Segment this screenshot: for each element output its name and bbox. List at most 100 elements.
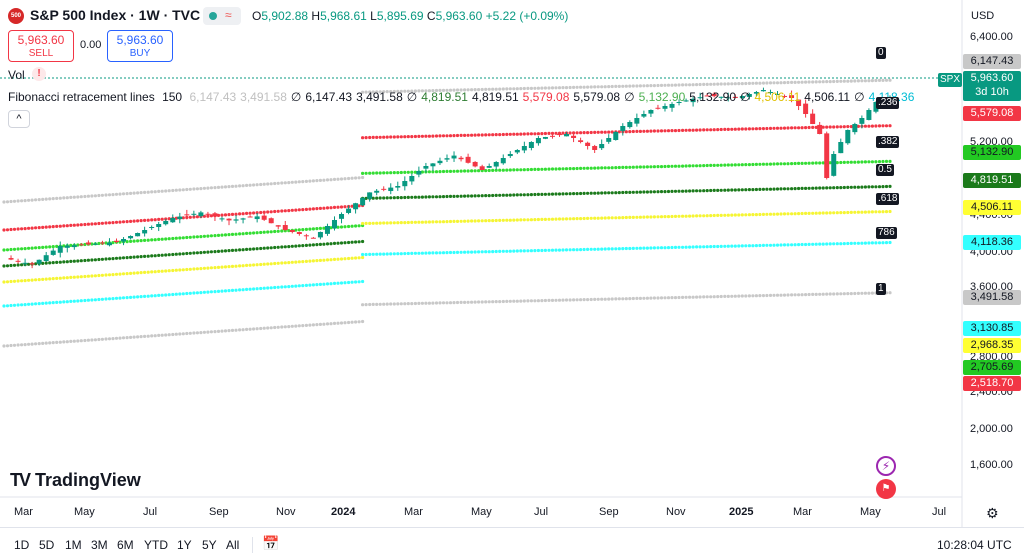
fib-dot-.382 xyxy=(656,165,660,169)
range-button-5y[interactable]: 5Y xyxy=(202,538,217,552)
fib-dot-786 xyxy=(723,244,727,248)
fib-dot-0 xyxy=(568,85,572,90)
fib-dot-.382 xyxy=(723,163,727,167)
collapse-legend-button[interactable]: ^ xyxy=(8,110,30,128)
fib-dot-1 xyxy=(248,327,252,331)
fib-dot-0 xyxy=(438,88,442,92)
price-chart[interactable] xyxy=(0,0,1024,527)
fib-value: ∅ xyxy=(290,90,302,104)
fib-dot-.236 xyxy=(702,128,706,132)
close-value: 5,963.60 xyxy=(435,9,483,23)
fib-dot-0.5 xyxy=(399,196,403,200)
sell-button[interactable]: 5,963.60 SELL xyxy=(8,30,74,62)
fib-dot-.382 xyxy=(30,246,34,250)
candle-body xyxy=(254,216,260,220)
fib-dot-.618 xyxy=(586,216,590,220)
fib-dot-.236 xyxy=(870,124,875,128)
candle-body xyxy=(142,230,148,234)
fib-dot-.618 xyxy=(768,212,773,216)
fib-dot-1 xyxy=(318,322,322,326)
fib-dot-.236 xyxy=(884,124,889,128)
fib-dot-0 xyxy=(111,193,115,197)
fib-dot-786 xyxy=(132,295,136,299)
fib-dot-0 xyxy=(396,89,400,93)
fib-dot-1 xyxy=(65,340,69,344)
fib-dot-.236 xyxy=(361,136,365,140)
fib-dot-1 xyxy=(807,292,811,297)
buy-button[interactable]: 5,963.60 BUY xyxy=(107,30,173,62)
range-button-3m[interactable]: 3M xyxy=(91,538,108,552)
visibility-toggle[interactable]: ≈ xyxy=(203,7,241,25)
range-button-1y[interactable]: 1Y xyxy=(177,538,192,552)
fib-dot-.236 xyxy=(287,209,291,213)
fib-dot-1 xyxy=(782,293,787,297)
clock[interactable]: 10:28:04 UTC xyxy=(937,538,1012,552)
fib-dot-.236 xyxy=(129,219,133,223)
candle-body xyxy=(381,188,387,190)
range-button-ytd[interactable]: YTD xyxy=(144,538,168,552)
fib-dot-0.5 xyxy=(160,253,164,257)
fib-dot-0.5 xyxy=(635,190,639,194)
candle-body xyxy=(395,186,401,188)
fib-dot-1 xyxy=(726,294,730,298)
warning-icon[interactable]: ! xyxy=(32,67,46,81)
fib-dot-.236 xyxy=(635,129,639,133)
range-button-1m[interactable]: 1M xyxy=(65,538,82,552)
fib-dot-.382 xyxy=(406,170,410,174)
fib-dot-0.5 xyxy=(195,251,199,255)
fib-dot-1 xyxy=(522,299,526,303)
volume-indicator-label[interactable]: Vol xyxy=(8,68,25,82)
fib-dot-786 xyxy=(452,250,456,255)
range-button-all[interactable]: All xyxy=(226,538,240,552)
fib-dot-.618 xyxy=(364,221,368,225)
fib-dot-1 xyxy=(702,295,706,299)
flash-icon[interactable]: ⚡ xyxy=(876,456,896,476)
tradingview-logo[interactable]: TV TradingView xyxy=(10,470,141,491)
fib-value: 5,579.08 xyxy=(522,90,570,104)
fib-dot-0 xyxy=(659,83,664,87)
fib-dot-786 xyxy=(779,243,783,247)
fib-dot-.236 xyxy=(804,126,808,130)
fib-dot-.618 xyxy=(645,215,650,219)
flag-icon[interactable]: ⚑ xyxy=(876,479,896,499)
range-button-1d[interactable]: 1D xyxy=(14,538,30,552)
fib-dot-.618 xyxy=(209,266,213,270)
fib-dot-0 xyxy=(227,185,231,189)
fib-dot-.382 xyxy=(719,163,723,167)
fib-dot-786 xyxy=(34,302,38,306)
fib-dot-1 xyxy=(835,292,839,296)
fib-dot-786 xyxy=(825,242,829,246)
fib-dot-.382 xyxy=(673,164,678,168)
fib-dot-.236 xyxy=(547,131,551,135)
fib-dot-1 xyxy=(83,338,87,343)
fib-indicator-legend[interactable]: Fibonacci retracement lines 150 6,147.43… xyxy=(8,90,922,104)
fib-dot-786 xyxy=(607,247,611,251)
fib-dot-.618 xyxy=(90,274,94,278)
fib-dot-786 xyxy=(719,244,723,248)
fib-dot-.236 xyxy=(12,227,17,231)
candle-body xyxy=(240,218,246,220)
fib-dot-.236 xyxy=(385,135,389,139)
buy-label: BUY xyxy=(129,48,151,59)
fib-dot-.618 xyxy=(336,257,340,261)
calendar-icon[interactable]: 📅 xyxy=(262,535,280,551)
fib-dot-0 xyxy=(34,198,38,202)
fib-dot-.618 xyxy=(283,261,287,265)
currency-selector[interactable]: USD xyxy=(971,10,995,22)
fib-dot-0.5 xyxy=(603,191,607,195)
symbol-logo[interactable]: 500 xyxy=(8,8,24,24)
fib-dot-.618 xyxy=(835,211,839,215)
fib-dot-1 xyxy=(793,293,797,297)
fib-dot-0.5 xyxy=(543,192,548,196)
fib-dot-.236 xyxy=(399,135,403,139)
fib-dot-.618 xyxy=(526,218,530,222)
fib-dot-1 xyxy=(354,320,358,324)
symbol-title[interactable]: S&P 500 Index · 1W · TVC xyxy=(30,7,201,23)
candle-body xyxy=(275,225,281,227)
range-button-6m[interactable]: 6M xyxy=(117,538,134,552)
fib-dot-0.5 xyxy=(649,190,653,194)
range-button-5d[interactable]: 5D xyxy=(39,538,55,552)
fib-dot-786 xyxy=(150,294,154,298)
gear-icon[interactable]: ⚙ xyxy=(986,505,999,521)
fib-dot-.382 xyxy=(575,166,579,171)
